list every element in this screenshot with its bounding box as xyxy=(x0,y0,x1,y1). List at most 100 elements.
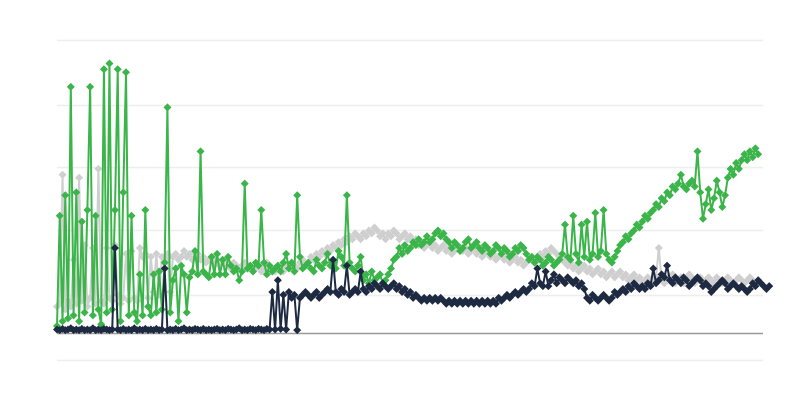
series-green-marker xyxy=(177,261,186,270)
series-green-marker xyxy=(583,217,592,226)
series-green-marker xyxy=(293,191,302,200)
series-green-marker xyxy=(638,217,647,226)
series-green-marker xyxy=(754,150,763,159)
series-green-marker xyxy=(69,311,78,320)
series-green-marker xyxy=(320,258,329,267)
series-green-marker xyxy=(464,235,473,244)
series-green-marker xyxy=(105,59,114,68)
series-green-marker xyxy=(102,308,111,317)
series-gray-marker xyxy=(594,264,603,273)
series-green-marker xyxy=(400,241,409,250)
series-navy-marker xyxy=(329,255,338,264)
series-green-marker xyxy=(514,246,523,255)
series-green-marker xyxy=(113,65,122,74)
series-gray-marker xyxy=(635,273,644,282)
series-green-marker xyxy=(237,267,246,276)
series-green-marker xyxy=(395,244,404,253)
series-green-marker xyxy=(577,220,586,229)
series-green-marker xyxy=(420,238,429,247)
series-navy-marker xyxy=(342,261,351,270)
series-green-marker xyxy=(560,220,569,229)
series-navy-marker xyxy=(276,324,285,333)
series-gray-marker xyxy=(599,267,608,276)
series-gray-marker xyxy=(75,173,84,182)
series-green-marker xyxy=(547,255,556,264)
series-navy-marker xyxy=(340,287,349,296)
series-green-marker xyxy=(721,191,730,200)
series-green-marker xyxy=(213,249,222,258)
series-green-marker xyxy=(726,164,735,173)
series-green-marker xyxy=(218,255,227,264)
series-gray-marker xyxy=(179,246,188,255)
series-green-marker xyxy=(704,185,713,194)
series-green-marker xyxy=(392,252,401,261)
series-green-marker xyxy=(207,252,216,261)
series-gray-marker xyxy=(552,249,561,258)
series-green-marker xyxy=(530,258,539,267)
series-green-marker xyxy=(122,68,131,77)
series-navy-marker xyxy=(544,282,553,291)
series-green-marker xyxy=(356,252,365,261)
series-green-marker xyxy=(133,317,142,326)
series-navy-marker xyxy=(646,282,655,291)
series-green-marker xyxy=(179,270,188,279)
series-green-marker xyxy=(61,191,70,200)
series-navy-marker xyxy=(273,276,282,285)
series-navy-marker xyxy=(110,244,119,253)
series-green-marker xyxy=(613,246,622,255)
series-green-marker xyxy=(483,244,492,253)
series-green-marker xyxy=(265,261,274,270)
series-green-marker xyxy=(226,261,235,270)
series-green-marker xyxy=(83,205,92,214)
series-green-marker xyxy=(262,270,271,279)
series-green-marker xyxy=(273,261,282,270)
series-green-marker xyxy=(472,238,481,247)
series-green-marker xyxy=(99,65,108,74)
series-green-marker xyxy=(110,205,119,214)
series-green-marker xyxy=(671,185,680,194)
series-green-marker xyxy=(445,238,454,247)
series-green-marker xyxy=(751,144,760,153)
series-green-marker xyxy=(342,191,351,200)
series-green-marker xyxy=(191,246,200,255)
series-green-marker xyxy=(80,308,89,317)
series-green-marker xyxy=(643,214,652,223)
series-green-marker xyxy=(411,241,420,250)
series-gray-marker xyxy=(660,279,669,288)
series-gray-marker xyxy=(643,273,652,282)
series-gray-marker xyxy=(381,235,390,244)
series-green-marker xyxy=(171,264,180,273)
series-green-marker xyxy=(710,194,719,203)
series-green-marker xyxy=(152,308,161,317)
series-green-marker xyxy=(527,252,536,261)
series-green-marker xyxy=(64,314,73,323)
series-green-marker xyxy=(224,252,233,261)
series-green-marker xyxy=(674,179,683,188)
series-gray-marker xyxy=(580,261,589,270)
series-green-marker xyxy=(168,276,177,285)
series-green-marker xyxy=(144,302,153,311)
series-navy-marker xyxy=(533,264,542,273)
series-green-marker xyxy=(591,208,600,217)
series-gray-marker xyxy=(362,232,371,241)
series-navy-marker xyxy=(108,325,117,334)
series-navy-marker xyxy=(641,285,650,294)
series-green-marker xyxy=(254,261,263,270)
series-green-marker xyxy=(748,153,757,162)
series-gray-marker xyxy=(387,232,396,241)
series-green-marker xyxy=(558,249,567,258)
series-navy-marker xyxy=(745,285,754,294)
series-green-marker xyxy=(602,249,611,258)
series-green-marker xyxy=(276,267,285,276)
series-green-marker xyxy=(367,267,376,276)
series-green-marker xyxy=(555,255,564,264)
series-green-marker xyxy=(141,205,150,214)
series-green-marker xyxy=(127,211,136,220)
series-green-marker xyxy=(571,249,580,258)
series-green-marker xyxy=(707,205,716,214)
series-gray-marker xyxy=(337,241,346,250)
series-green-marker xyxy=(318,264,327,273)
series-green-marker xyxy=(588,249,597,258)
series-green-marker xyxy=(566,255,575,264)
